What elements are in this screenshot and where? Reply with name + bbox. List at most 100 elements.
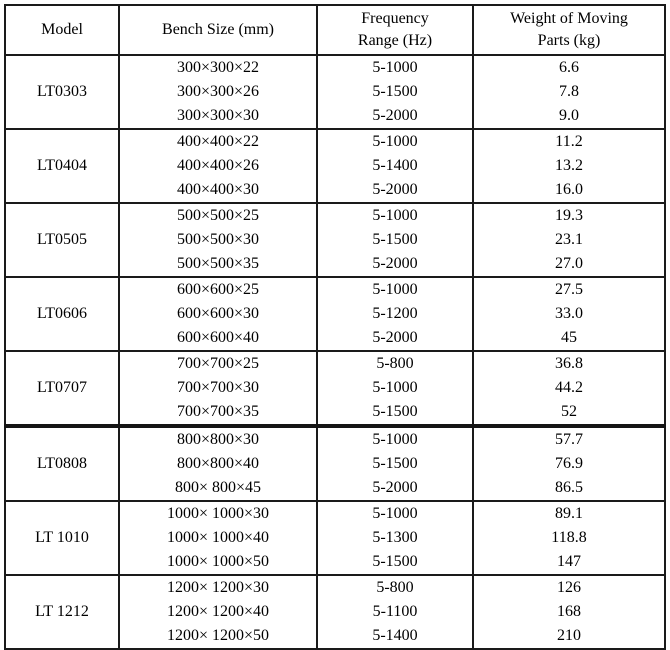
model-cell: LT0505 bbox=[4, 202, 120, 277]
bench-size-cell: 1000× 1000×50 bbox=[118, 550, 318, 575]
table-row: LT 1212 1200× 1200×30 5-800 126 bbox=[4, 574, 666, 649]
frequency-range-cell: 5-1000 bbox=[316, 202, 474, 228]
bench-size-cell: 800× 800×45 bbox=[118, 476, 318, 501]
model-cell: LT0707 bbox=[4, 350, 120, 426]
weight-cell: 36.8 bbox=[472, 350, 666, 376]
bench-size-cell: 700×700×30 bbox=[118, 376, 318, 400]
frequency-range-cell: 5-1500 bbox=[316, 400, 474, 426]
frequency-range-cell: 5-2000 bbox=[316, 178, 474, 203]
weight-cell: 27.0 bbox=[472, 252, 666, 277]
header-frequency-range: Frequency Range (Hz) bbox=[316, 4, 474, 56]
frequency-range-cell: 5-1000 bbox=[316, 276, 474, 302]
bench-size-cell: 500×500×30 bbox=[118, 228, 318, 252]
frequency-range-cell: 5-1500 bbox=[316, 80, 474, 104]
frequency-range-cell: 5-1300 bbox=[316, 526, 474, 550]
table-row: 1000× 1000×40 5-1300 118.8 bbox=[5, 526, 666, 550]
frequency-range-cell: 5-1000 bbox=[316, 54, 474, 80]
weight-cell: 126 bbox=[472, 574, 666, 600]
weight-cell: 23.1 bbox=[472, 228, 666, 252]
weight-cell: 13.2 bbox=[472, 154, 666, 178]
weight-cell: 45 bbox=[472, 326, 666, 351]
weight-cell: 86.5 bbox=[472, 476, 666, 501]
bench-size-cell: 1200× 1200×40 bbox=[118, 600, 318, 624]
bench-size-cell: 600×600×25 bbox=[118, 276, 318, 302]
table-row: 700×700×35 5-1500 52 bbox=[5, 400, 666, 426]
frequency-range-cell: 5-1400 bbox=[316, 624, 474, 649]
weight-cell: 118.8 bbox=[472, 526, 666, 550]
bench-size-cell: 700×700×25 bbox=[118, 350, 318, 376]
frequency-range-cell: 5-1500 bbox=[316, 228, 474, 252]
bench-size-cell: 600×600×30 bbox=[118, 302, 318, 326]
weight-cell: 19.3 bbox=[472, 202, 666, 228]
weight-cell: 52 bbox=[472, 400, 666, 426]
table-row: 300×300×30 5-2000 9.0 bbox=[5, 104, 666, 129]
weight-cell: 57.7 bbox=[472, 424, 666, 452]
frequency-range-cell: 5-1100 bbox=[316, 600, 474, 624]
frequency-range-cell: 5-1000 bbox=[316, 128, 474, 154]
weight-cell: 168 bbox=[472, 600, 666, 624]
table-row: LT 1010 1000× 1000×30 5-1000 89.1 bbox=[4, 500, 666, 575]
weight-cell: 210 bbox=[472, 624, 666, 649]
table-row: 400×400×26 5-1400 13.2 bbox=[5, 154, 666, 178]
header-model: Model bbox=[4, 4, 120, 56]
frequency-range-cell: 5-1500 bbox=[316, 550, 474, 575]
weight-cell: 11.2 bbox=[472, 128, 666, 154]
bench-size-cell: 600×600×40 bbox=[118, 326, 318, 351]
header-bench-size: Bench Size (mm) bbox=[118, 4, 318, 56]
bench-size-cell: 800×800×40 bbox=[118, 452, 318, 476]
bench-size-cell: 400×400×30 bbox=[118, 178, 318, 203]
weight-cell: 7.8 bbox=[472, 80, 666, 104]
frequency-range-cell: 5-2000 bbox=[316, 252, 474, 277]
frequency-range-cell: 5-1000 bbox=[316, 376, 474, 400]
table-row: 800× 800×45 5-2000 86.5 bbox=[5, 476, 666, 501]
frequency-range-cell: 5-800 bbox=[316, 574, 474, 600]
weight-cell: 89.1 bbox=[472, 500, 666, 526]
bench-size-cell: 1000× 1000×30 bbox=[118, 500, 318, 526]
frequency-range-cell: 5-1200 bbox=[316, 302, 474, 326]
table-row: 500×500×30 5-1500 23.1 bbox=[5, 228, 666, 252]
model-cell: LT0808 bbox=[4, 424, 120, 501]
frequency-range-cell: 5-1400 bbox=[316, 154, 474, 178]
table-header: Model Bench Size (mm) Frequency Range (H… bbox=[4, 4, 666, 56]
table-row: 1200× 1200×40 5-1100 168 bbox=[5, 600, 666, 624]
bench-size-cell: 1200× 1200×50 bbox=[118, 624, 318, 649]
bench-size-cell: 500×500×25 bbox=[118, 202, 318, 228]
table-row: 800×800×40 5-1500 76.9 bbox=[5, 452, 666, 476]
table-row: LT0505 500×500×25 5-1000 19.3 bbox=[4, 202, 666, 277]
table-body: LT0303 300×300×22 5-1000 6.6 300×300×26 5-150… bbox=[4, 54, 666, 649]
table-row: LT0404 400×400×22 5-1000 11.2 bbox=[4, 128, 666, 203]
table-row: 400×400×30 5-2000 16.0 bbox=[5, 178, 666, 203]
frequency-range-cell: 5-1500 bbox=[316, 452, 474, 476]
weight-cell: 76.9 bbox=[472, 452, 666, 476]
frequency-range-cell: 5-800 bbox=[316, 350, 474, 376]
model-cell: LT0404 bbox=[4, 128, 120, 203]
table-row: 600×600×40 5-2000 45 bbox=[5, 326, 666, 351]
model-cell: LT0303 bbox=[4, 54, 120, 129]
model-cell: LT0606 bbox=[4, 276, 120, 351]
weight-cell: 9.0 bbox=[472, 104, 666, 129]
frequency-range-cell: 5-1000 bbox=[316, 424, 474, 452]
header-row: Model Bench Size (mm) Frequency Range (H… bbox=[4, 4, 666, 56]
model-cell: LT 1212 bbox=[4, 574, 120, 649]
bench-size-cell: 300×300×22 bbox=[118, 54, 318, 80]
weight-cell: 27.5 bbox=[472, 276, 666, 302]
table-row: 300×300×26 5-1500 7.8 bbox=[5, 80, 666, 104]
weight-cell: 44.2 bbox=[472, 376, 666, 400]
frequency-range-cell: 5-1000 bbox=[316, 500, 474, 526]
bench-size-cell: 500×500×35 bbox=[118, 252, 318, 277]
weight-cell: 6.6 bbox=[472, 54, 666, 80]
model-cell: LT 1010 bbox=[4, 500, 120, 575]
table-row: LT0808 800×800×30 5-1000 57.7 bbox=[4, 424, 666, 501]
bench-size-cell: 1000× 1000×40 bbox=[118, 526, 318, 550]
weight-cell: 16.0 bbox=[472, 178, 666, 203]
table-row: LT0606 600×600×25 5-1000 27.5 bbox=[4, 276, 666, 351]
frequency-range-cell: 5-2000 bbox=[316, 104, 474, 129]
table-row: 600×600×30 5-1200 33.0 bbox=[5, 302, 666, 326]
bench-size-cell: 700×700×35 bbox=[118, 400, 318, 426]
weight-cell: 147 bbox=[472, 550, 666, 575]
table-row: LT0303 300×300×22 5-1000 6.6 bbox=[4, 54, 666, 129]
header-weight: Weight of Moving Parts (kg) bbox=[472, 4, 666, 56]
bench-size-cell: 800×800×30 bbox=[118, 424, 318, 452]
bench-size-cell: 1200× 1200×30 bbox=[118, 574, 318, 600]
